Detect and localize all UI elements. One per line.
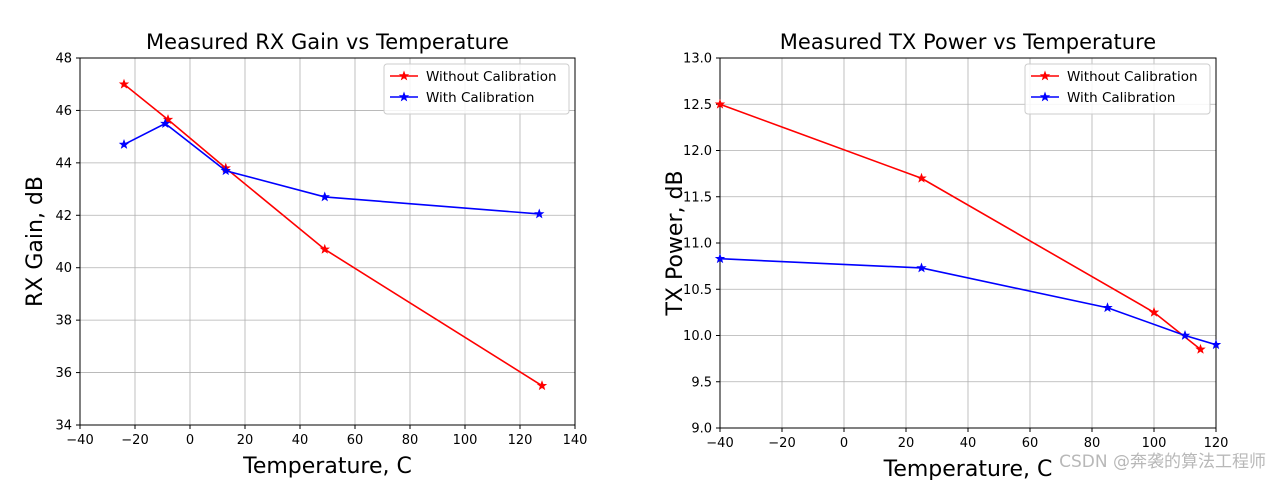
axes-frame (79, 57, 576, 426)
x-tick-label: 20 (237, 433, 254, 448)
legend-marker (398, 70, 410, 81)
chart-2: −40 −20 0 20 40 60 80 100 120 9.0 9.5 10.0 10.5 11.0 1… (663, 30, 1228, 480)
data-point (714, 98, 726, 109)
data-point (319, 243, 330, 254)
y-tick-label: 40 (55, 261, 72, 276)
x-tick-label: 100 (453, 433, 478, 448)
data-point (118, 139, 130, 149)
x-tick-label: −20 (121, 433, 148, 448)
legend-label: Without Calibration (426, 69, 557, 85)
x-axis-label: Temperature, C (883, 457, 1053, 480)
data-point (1210, 339, 1222, 350)
watermark: CSDN @奔袭的算法工程师 (1059, 452, 1266, 472)
y-tick-label: 36 (55, 366, 72, 381)
data-point (162, 114, 174, 125)
x-tick-label: 60 (347, 433, 364, 448)
data-point (916, 172, 927, 183)
y-tick-label: 44 (55, 156, 72, 171)
chart-title: Measured TX Power vs Temperature (780, 30, 1156, 54)
data-point (536, 380, 548, 391)
legend-box (383, 63, 570, 115)
chart-title: Measured RX Gain vs Temperature (146, 30, 509, 54)
x-tick-label: 20 (898, 436, 915, 451)
data-point (714, 253, 726, 264)
y-tick-label: 48 (55, 52, 72, 67)
y-tick-label: 10.0 (683, 329, 712, 344)
legend-box (1024, 63, 1211, 115)
x-tick-label: 0 (186, 433, 194, 448)
y-tick-label: 12.0 (683, 144, 712, 159)
x-axis-label: Temperature, C (242, 454, 412, 479)
legend-label: With Calibration (426, 90, 534, 106)
x-tick-label: −40 (66, 433, 93, 448)
y-tick-label: 34 (55, 419, 72, 434)
data-point (220, 165, 231, 176)
data-point (1179, 330, 1191, 340)
y-tick-label: 11.0 (683, 237, 712, 252)
legend: Without Calibration With Calibration (1024, 63, 1211, 115)
legend-marker (1039, 70, 1051, 81)
y-tick-label: 13.0 (683, 52, 712, 67)
x-tick-label: 40 (292, 433, 309, 448)
x-tick-label: 40 (960, 436, 977, 451)
chart-1: −40 −20 0 20 40 60 80 100 120 140 34 36 38 40 42 44 46 48… (23, 30, 587, 479)
series-line-1 (720, 103, 1201, 351)
data-point (319, 191, 330, 202)
x-tick-label: 80 (402, 433, 419, 448)
x-tick-label: −20 (768, 436, 795, 451)
data-point (916, 262, 927, 273)
y-tick-label: 9.5 (691, 375, 712, 390)
data-point (1148, 306, 1160, 317)
legend-label: Without Calibration (1067, 69, 1198, 85)
y-tick-label: 11.5 (683, 190, 712, 205)
x-tick-label: 80 (1084, 436, 1101, 451)
data-point (1102, 302, 1113, 313)
data-point (160, 118, 171, 128)
y-tick-label: 42 (55, 209, 72, 224)
data-point (1195, 343, 1206, 354)
x-tick-label: 120 (1204, 436, 1229, 451)
x-tick-label: −40 (706, 436, 733, 451)
x-tick-label: 100 (1142, 436, 1167, 451)
legend: Without Calibration With Calibration (383, 63, 570, 115)
x-tick-label: 120 (508, 433, 533, 448)
legend-marker (398, 91, 410, 102)
y-tick-label: 46 (55, 104, 72, 119)
x-tick-label: 60 (1022, 436, 1039, 451)
x-tick-label: 0 (840, 436, 848, 451)
legend-marker (1039, 91, 1051, 102)
y-axis-label: RX Gain, dB (23, 176, 48, 307)
y-axis-label: TX Power, dB (663, 170, 688, 316)
legend-label: With Calibration (1067, 90, 1175, 106)
series-line-2 (123, 122, 540, 215)
x-tick-label: 140 (563, 433, 588, 448)
y-tick-label: 38 (55, 314, 72, 329)
y-tick-label: 12.5 (683, 98, 712, 113)
data-point (118, 78, 130, 89)
series-line-1 (123, 83, 543, 387)
y-tick-label: 9.0 (691, 422, 712, 437)
data-point (534, 208, 545, 219)
y-tick-label: 10.5 (683, 283, 712, 298)
